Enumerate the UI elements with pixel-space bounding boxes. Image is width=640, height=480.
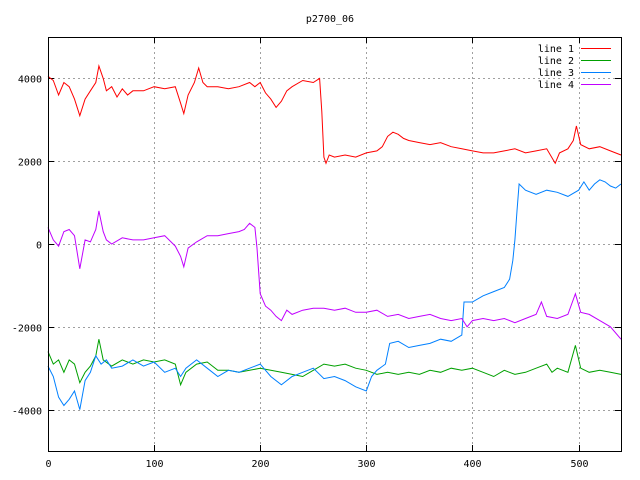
axis-ticks: 0 100 200 300 400 500 -4000 -2000 0 2000 4000 (12, 37, 621, 470)
y-tick-label: 2000 (18, 158, 42, 169)
chart-title: p2700_06 (306, 14, 354, 25)
series-line-3 (47, 179, 622, 410)
legend-label: line 4 (538, 80, 574, 91)
x-tick-label: 0 (45, 459, 51, 470)
x-tick-label: 500 (570, 459, 588, 470)
legend-label: line 1 (538, 44, 574, 55)
y-tick-label: -4000 (12, 407, 42, 418)
legend-label: line 2 (538, 56, 574, 67)
legend-label: line 3 (538, 68, 574, 79)
series-line-4 (47, 210, 622, 340)
series-line-2 (47, 339, 622, 387)
y-tick-label: -2000 (12, 324, 42, 335)
plot-frame (48, 37, 622, 452)
grid-lines (48, 37, 621, 451)
series-line-1 (47, 64, 622, 165)
x-tick-label: 300 (357, 459, 375, 470)
y-tick-label: 0 (36, 241, 42, 252)
y-tick-label: 4000 (18, 75, 42, 86)
x-tick-label: 100 (145, 459, 163, 470)
series-group (47, 64, 622, 410)
x-tick-label: 200 (251, 459, 269, 470)
x-tick-label: 400 (463, 459, 481, 470)
